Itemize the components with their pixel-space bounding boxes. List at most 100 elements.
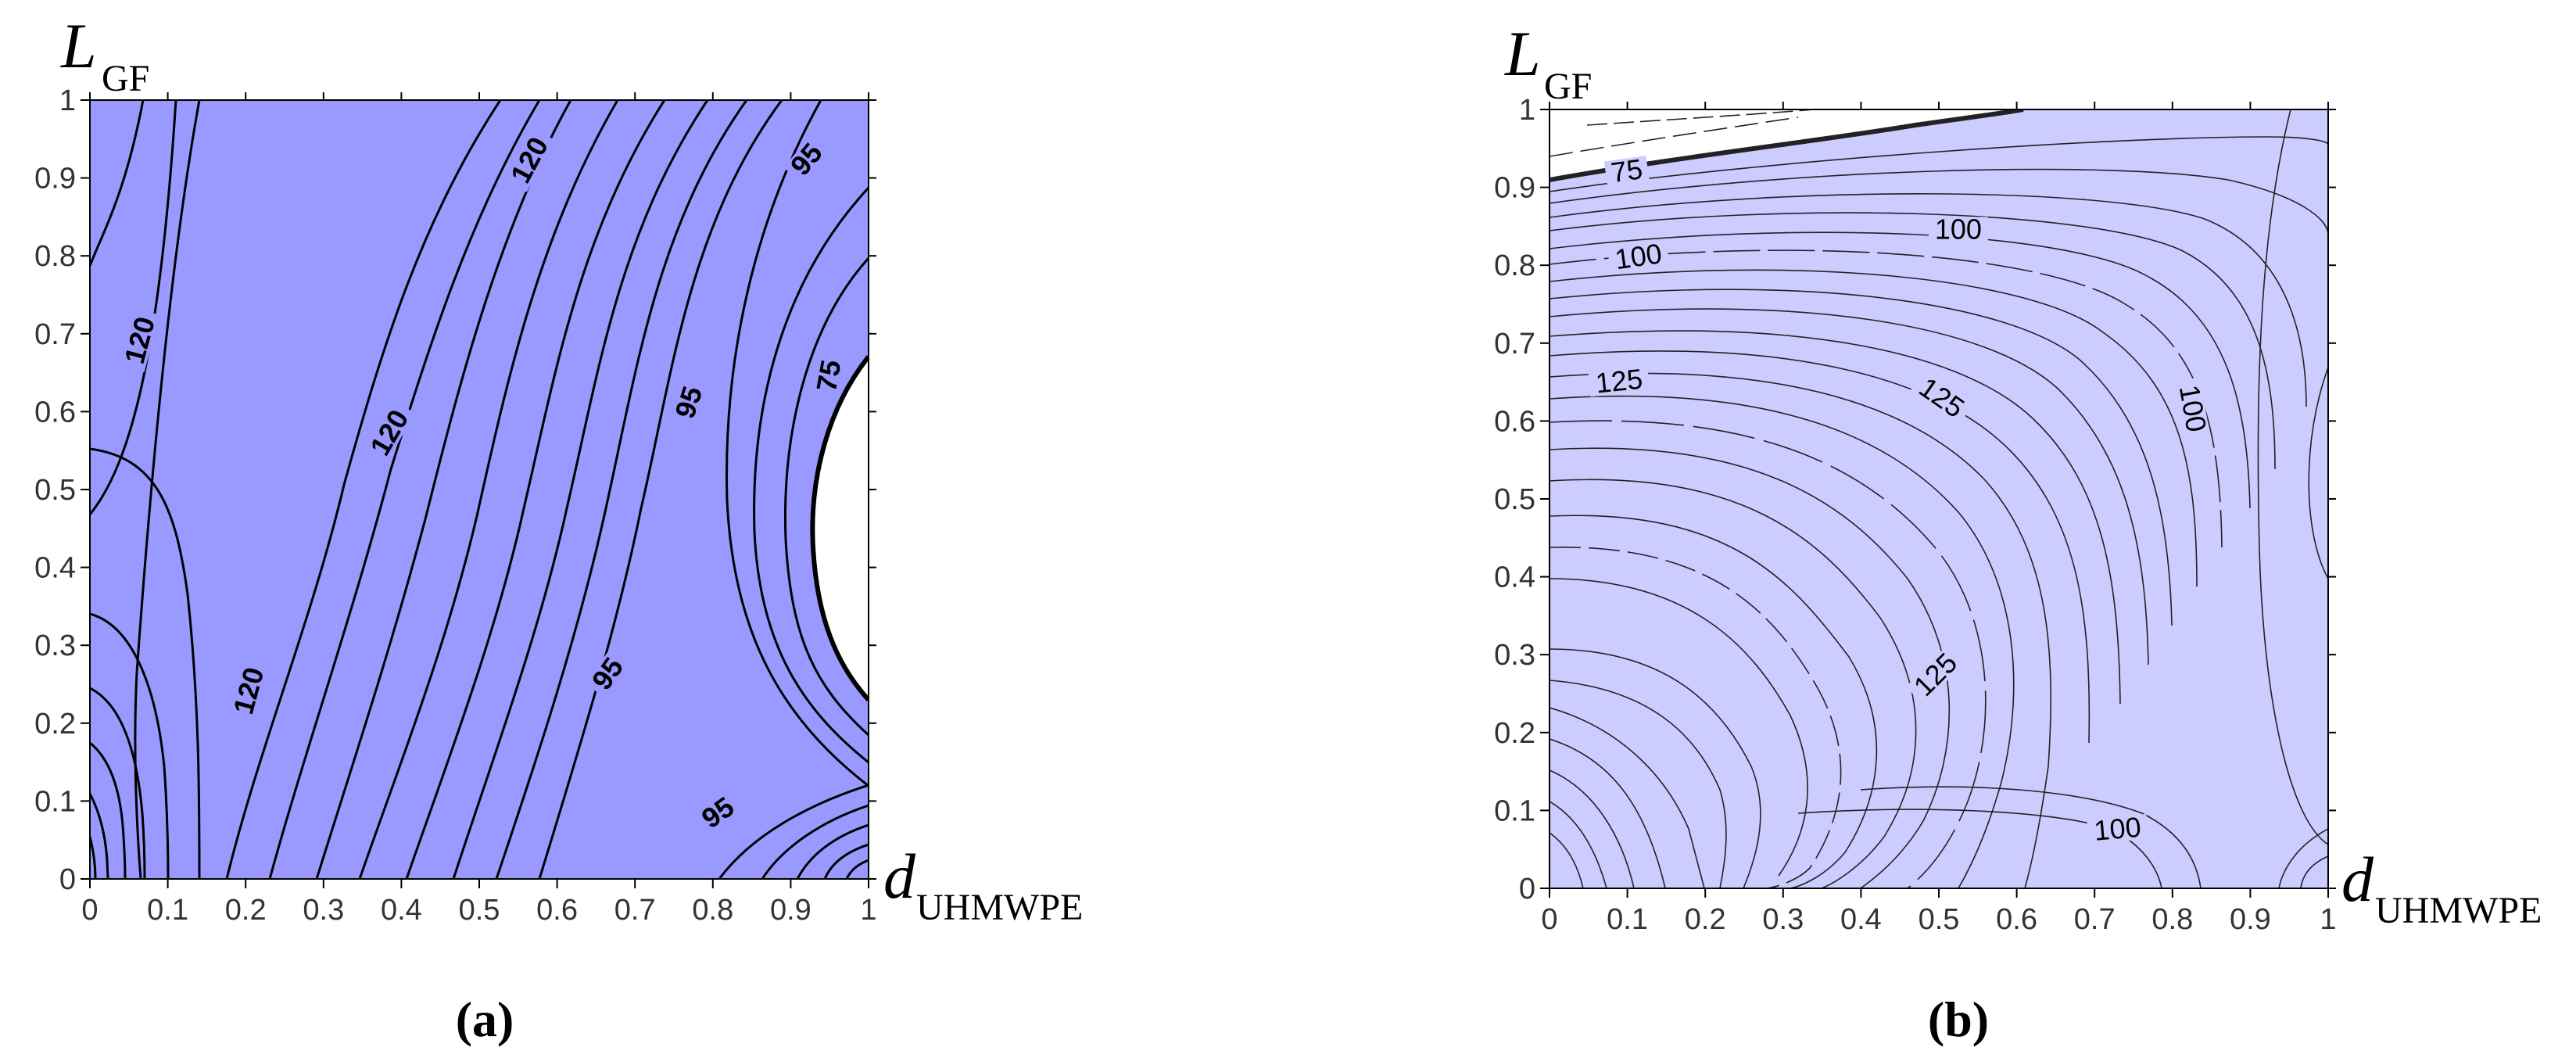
panel-a-ticks: 0 0.1 0.2 0.3 0.4 0.5 0.6 0.7 0.8 0.9 1 0 0.1 0.2 0.3 0… [34, 84, 876, 927]
contour-line [1550, 249, 2223, 548]
contour-label-bg [812, 353, 845, 399]
contour-label-bg [670, 378, 708, 427]
y-tick-label: 1 [1519, 94, 1535, 127]
contour-label-bg [585, 649, 630, 698]
contour-line [1550, 193, 2307, 407]
x-tick-label: 0.8 [692, 894, 733, 927]
contour-label-bg [783, 134, 830, 184]
x-tick-label: 0.3 [303, 894, 344, 927]
contour-line [1550, 269, 2198, 587]
contour-line [1550, 479, 1917, 888]
contour-label-bg [693, 790, 743, 835]
y-tick-label: 0.6 [34, 396, 76, 429]
contour-line [1550, 350, 2091, 744]
contour-line [1550, 648, 1761, 888]
contour-line [268, 100, 541, 879]
contour-label-bg [2087, 814, 2148, 845]
contour-label-group: 75 [810, 353, 847, 399]
panel-b-ylabel-sub: GF [1544, 66, 1592, 107]
contour-line [1860, 786, 2202, 888]
x-tick-label: 0.1 [1607, 903, 1648, 936]
contour-label-bg [2175, 377, 2210, 440]
y-tick-label: 0.7 [1494, 328, 1535, 360]
contour-label: 75 [1609, 152, 1644, 188]
x-tick-label: 0 [1541, 903, 1557, 936]
contour-line [452, 100, 709, 879]
panel-b-xlabel-main: d [2341, 844, 2374, 915]
contour-line [845, 859, 869, 879]
contour-label-bg [1905, 644, 1965, 705]
panel-a-xlabel-main: d [883, 841, 916, 912]
contour-line [90, 687, 146, 879]
contour-label-bg [1603, 156, 1650, 187]
x-tick-label: 0.6 [1996, 903, 2037, 936]
x-tick-label: 0.9 [2230, 903, 2271, 936]
contour-label-group: 100 [1607, 237, 1670, 275]
contour-label: 125 [1594, 363, 1644, 400]
contour-line [1550, 738, 1666, 888]
x-tick-label: 0.2 [1685, 903, 1726, 936]
contour-line [1550, 395, 2015, 888]
x-tick-label: 0.4 [381, 894, 422, 927]
contour-line [2300, 855, 2328, 888]
y-tick-label: 0.3 [34, 629, 76, 662]
contour-line [1550, 515, 1878, 888]
y-tick-label: 0.4 [34, 552, 76, 585]
panel-b-ticks: 0 0.1 0.2 0.3 0.4 0.5 0.6 0.7 0.8 0.9 1 0 0.1 0.2 0.3 0… [1494, 94, 2336, 936]
y-tick-label: 0.5 [34, 474, 76, 507]
contour-label-group: 100 [2173, 377, 2213, 440]
x-tick-label: 0.5 [1919, 903, 1960, 936]
panel-a-xlabel-sub: UHMWPE [916, 887, 1083, 928]
contour-line [753, 186, 869, 764]
contour-line [225, 100, 502, 879]
panel-a-contours [90, 100, 869, 879]
contour-line [1550, 117, 1799, 157]
panel-b-xlabel-sub: UHMWPE [2375, 890, 2542, 931]
y-tick-label: 0.6 [1494, 405, 1535, 438]
panel-a-plot-area [90, 100, 869, 879]
y-tick-label: 0.5 [1494, 483, 1535, 516]
y-tick-label: 0.8 [34, 240, 76, 273]
contour-line [1550, 289, 2173, 626]
contour-line [90, 100, 145, 267]
contour-line [495, 100, 748, 879]
contour-line [1550, 578, 1808, 877]
contour-line [90, 836, 97, 879]
y-tick-label: 0.1 [1494, 794, 1535, 827]
contour-line [784, 256, 869, 737]
y-tick-label: 0.8 [1494, 249, 1535, 282]
x-tick-label: 0.7 [614, 894, 656, 927]
contour-label-bg [1607, 240, 1670, 274]
x-tick-label: 1 [860, 894, 876, 927]
x-tick-label: 0.6 [536, 894, 578, 927]
panel-b-label: (b) [1928, 992, 1989, 1047]
contour-label: 100 [1935, 213, 1982, 245]
panel-a-label: (a) [456, 992, 514, 1047]
contour-line [1550, 707, 1705, 888]
contour-line [90, 100, 177, 515]
contour-line [1550, 547, 1842, 888]
y-tick-label: 0.4 [1494, 561, 1535, 594]
contour-line [2278, 828, 2328, 888]
contour-line [1550, 447, 1951, 888]
x-tick-label: 0.2 [225, 894, 267, 927]
contour-label-bg [229, 658, 269, 723]
contour-line [1550, 769, 1635, 888]
y-tick-label: 0.1 [34, 785, 76, 818]
contour-line [358, 100, 619, 879]
contour-line [1550, 231, 2251, 509]
y-tick-label: 0 [59, 863, 76, 896]
contour-line [1550, 372, 2051, 888]
x-tick-label: 0.8 [2151, 903, 2193, 936]
contour-line [1550, 330, 2121, 705]
panel-b-ylabel-main: L [1504, 18, 1541, 89]
contour-line [718, 784, 869, 879]
contour-line [1550, 168, 2328, 235]
y-tick-label: 0.7 [34, 318, 76, 351]
x-tick-label: 0.1 [147, 894, 188, 927]
contour-line [90, 741, 127, 879]
